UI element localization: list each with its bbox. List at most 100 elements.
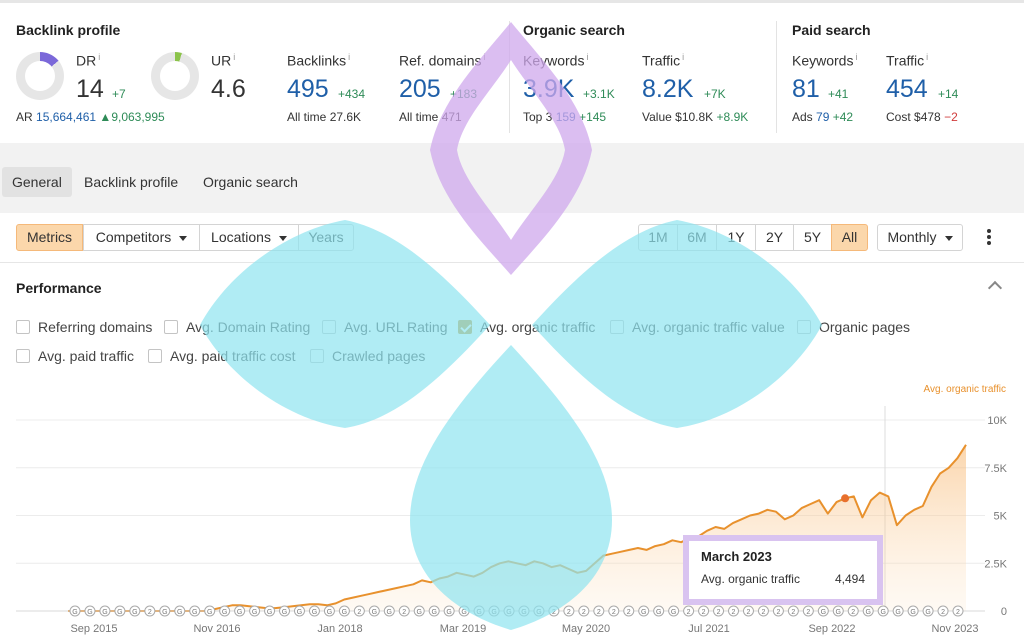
update-marker-label: G — [267, 609, 272, 616]
update-marker — [279, 605, 291, 617]
update-marker-label: 2 — [357, 609, 361, 616]
ar-row: AR 15,664,461 ▲9,063,995 — [16, 110, 165, 124]
range-1m-button[interactable]: 1M — [638, 224, 678, 251]
update-marker-label: G — [387, 609, 392, 616]
backlink-profile-title: Backlink profile — [16, 22, 121, 38]
update-marker — [338, 605, 350, 617]
update-marker-label: 2 — [956, 609, 960, 616]
checkbox-box[interactable] — [322, 320, 336, 334]
checkbox-referring-domains[interactable]: Referring domains — [16, 319, 152, 335]
backlinks-delta: +434 — [338, 87, 366, 101]
update-marker-label: G — [925, 609, 930, 616]
x-tick-label: Sep 2022 — [808, 623, 855, 635]
update-marker — [159, 605, 171, 617]
update-marker-label: G — [536, 609, 541, 616]
update-marker — [308, 605, 320, 617]
range-1y-button[interactable]: 1Y — [716, 224, 756, 251]
checkbox-avg-organic-traffic-value[interactable]: Avg. organic traffic value — [610, 319, 785, 335]
tooltip-value: 4,494 — [834, 572, 865, 586]
checkbox-box[interactable] — [148, 349, 162, 363]
more-options-icon[interactable] — [985, 229, 993, 247]
ref-domains-alltime: All time 471 — [399, 110, 462, 124]
checkbox-avg-organic-traffic[interactable]: Avg. organic traffic — [458, 319, 595, 335]
update-marker-label: G — [836, 609, 841, 616]
organic-top3: Top 3 159 +145 — [523, 110, 607, 124]
interval-dropdown[interactable]: Monthly — [877, 224, 963, 251]
update-marker-label: G — [506, 609, 511, 616]
tab-general[interactable]: General — [2, 167, 72, 197]
checkbox-box[interactable] — [610, 320, 624, 334]
update-marker-label: G — [177, 609, 182, 616]
checkbox-avg-url-rating[interactable]: Avg. URL Rating — [322, 319, 448, 335]
tab-backlink-profile[interactable]: Backlink profile — [84, 174, 179, 190]
update-marker — [323, 605, 335, 617]
update-marker — [353, 605, 365, 617]
ref-domains-label: Ref. domains i — [399, 52, 486, 69]
update-marker — [174, 605, 186, 617]
update-marker-label: 2 — [687, 609, 691, 616]
paid-ads: Ads 79 +42 — [792, 110, 854, 124]
update-marker-label: G — [237, 609, 242, 616]
checkbox-label: Crawled pages — [332, 348, 426, 364]
metrics-button[interactable]: Metrics — [16, 224, 83, 251]
competitors-dropdown[interactable]: Competitors — [83, 224, 200, 251]
checkbox-crawled-pages[interactable]: Crawled pages — [310, 348, 425, 364]
checkbox-label: Avg. paid traffic — [38, 348, 134, 364]
checkbox-box[interactable] — [16, 320, 30, 334]
chevron-down-icon — [179, 235, 188, 241]
range-all-button[interactable]: All — [831, 224, 868, 251]
paid-keywords-label: Keywords i — [792, 52, 858, 69]
chart-toolbar: Metrics Competitors Locations Years 1M 6… — [0, 213, 1024, 263]
update-marker-label: G — [880, 609, 885, 616]
checkbox-label: Organic pages — [819, 319, 911, 335]
update-marker-label: 2 — [851, 609, 855, 616]
x-tick-label: Nov 2016 — [193, 623, 240, 635]
checkbox-avg-domain-rating[interactable]: Avg. Domain Rating — [164, 319, 310, 335]
checkbox-organic-pages[interactable]: Organic pages — [797, 319, 910, 335]
years-button[interactable]: Years — [298, 224, 354, 251]
update-marker-label: G — [491, 609, 496, 616]
update-marker-label: G — [192, 609, 197, 616]
checkbox-box[interactable] — [797, 320, 811, 334]
checkbox-label: Referring domains — [38, 319, 153, 335]
tab-organic-search[interactable]: Organic search — [203, 174, 298, 190]
checkbox-avg-paid-traffic[interactable]: Avg. paid traffic — [16, 348, 134, 364]
update-marker-label: 2 — [148, 609, 152, 616]
update-marker — [398, 605, 410, 617]
organic-keywords-value[interactable]: 3.9K — [523, 75, 575, 103]
chevron-up-icon[interactable] — [987, 280, 1003, 296]
checkbox-box[interactable] — [16, 349, 30, 363]
checkbox-label: Avg. Domain Rating — [186, 319, 311, 335]
update-marker-label: 2 — [627, 609, 631, 616]
backlinks-label: Backlinks i — [287, 52, 351, 69]
update-marker-label: 2 — [567, 609, 571, 616]
paid-keywords-value[interactable]: 81 — [792, 75, 820, 103]
ref-domains-delta: +183 — [450, 87, 478, 101]
update-marker — [84, 605, 96, 617]
range-6m-button[interactable]: 6M — [677, 224, 717, 251]
range-2y-button[interactable]: 2Y — [755, 224, 794, 251]
series-label: Avg. organic traffic — [924, 384, 1006, 395]
checkbox-box[interactable] — [458, 320, 472, 334]
paid-search-title: Paid search — [792, 22, 871, 38]
x-tick-label: May 2020 — [562, 623, 610, 635]
organic-traffic-value[interactable]: 8.2K — [642, 75, 694, 103]
update-marker-label: G — [87, 609, 92, 616]
update-marker — [877, 605, 889, 617]
update-marker — [892, 605, 904, 617]
checkbox-box[interactable] — [310, 349, 324, 363]
checkbox-box[interactable] — [164, 320, 178, 334]
ur-donut-icon — [151, 52, 199, 100]
backlinks-value[interactable]: 495 — [287, 75, 329, 103]
update-marker-label: G — [327, 609, 332, 616]
range-5y-button[interactable]: 5Y — [793, 224, 832, 251]
paid-traffic-label: Traffic i — [886, 52, 929, 69]
paid-traffic-value[interactable]: 454 — [886, 75, 928, 103]
ar-value[interactable]: 15,664,461 — [36, 110, 97, 124]
update-marker-label: 2 — [761, 609, 765, 616]
locations-dropdown[interactable]: Locations — [199, 224, 299, 251]
update-marker — [69, 605, 81, 617]
checkbox-avg-paid-traffic-cost[interactable]: Avg. paid traffic cost — [148, 348, 296, 364]
ref-domains-value[interactable]: 205 — [399, 75, 441, 103]
update-marker — [368, 605, 380, 617]
